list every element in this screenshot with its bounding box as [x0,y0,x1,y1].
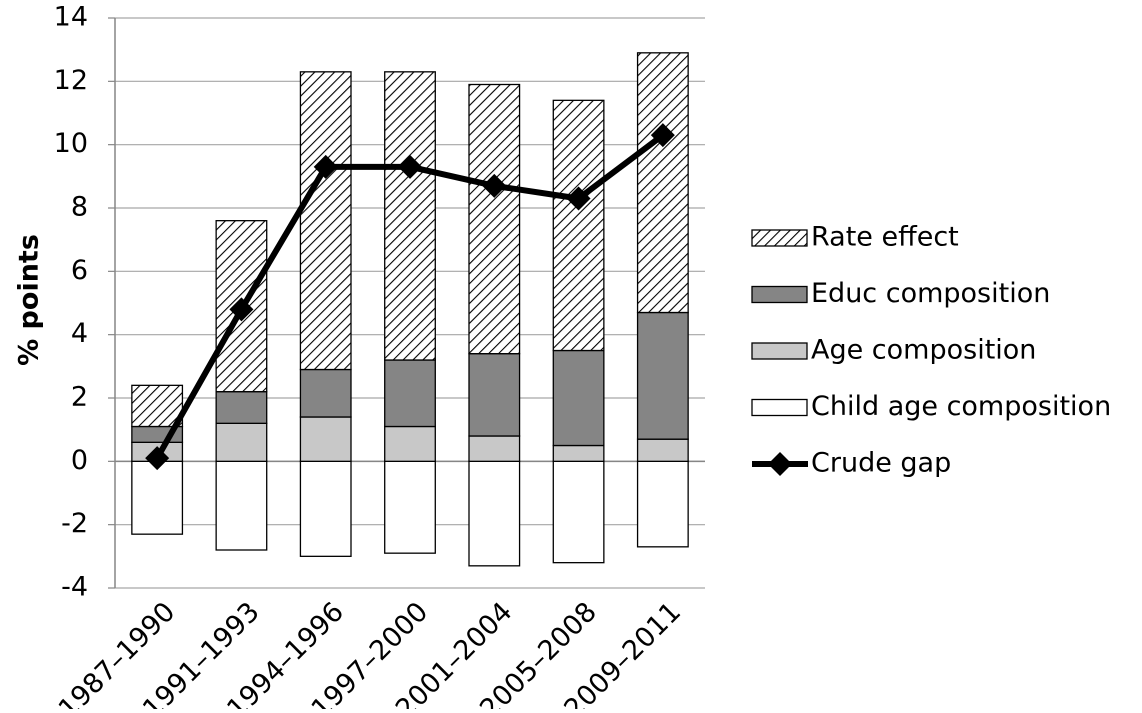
bar-segment [636,311,689,440]
legend-label: Child age composition [811,391,1111,422]
marker [145,446,170,471]
y-tick-label: 6 [71,255,88,286]
y-tick-label: 14 [54,2,88,33]
bar-segment [468,83,521,355]
marker [313,154,338,179]
marker [229,297,254,322]
bar-segment [131,460,184,535]
bar-segment [299,460,352,557]
bar-segment [636,438,689,462]
y-tick-label: 0 [71,445,88,476]
bar-segment [299,71,352,371]
bar-segment [552,99,605,352]
y-tick-label: 10 [54,128,88,159]
bar-segment [552,349,605,447]
bar-segment [384,359,436,428]
bar-segment [468,435,521,462]
y-tick-label: -4 [61,572,88,603]
bar-segment [215,422,268,462]
bar-segment [384,460,436,554]
y-axis-label: % points [14,234,45,366]
legend-swatch [751,285,808,304]
y-tick-label: 4 [71,318,88,349]
legend-label: Rate effect [811,222,959,253]
y-tick-label: 2 [71,382,88,413]
y-tick-label: 8 [71,192,88,223]
bar-segment [468,353,521,437]
legend-label: Crude gap [811,448,951,479]
bar-segment [299,416,352,462]
bar-segment [131,384,184,428]
bar-segment [215,460,268,551]
bar-segment [636,460,689,548]
legend-swatch [751,342,808,360]
legend-label: Age composition [811,335,1036,366]
legend-swatch [751,229,808,247]
marker [650,123,675,148]
bar-segment [552,460,605,564]
bar-segment [299,368,352,418]
marker [398,154,422,179]
y-tick-label: 12 [54,65,88,96]
bar-segment [215,391,268,424]
marker [482,173,507,198]
marker [566,186,591,211]
bar-segment [384,71,436,361]
bar-segment [552,444,605,462]
legend-label: Educ composition [811,278,1050,309]
y-tick-label: -2 [61,508,88,539]
bar-segment [636,52,689,314]
legend-marker [768,452,792,476]
bar-segment [384,425,436,462]
bar-segment [468,460,521,567]
legend-swatch [751,398,808,417]
